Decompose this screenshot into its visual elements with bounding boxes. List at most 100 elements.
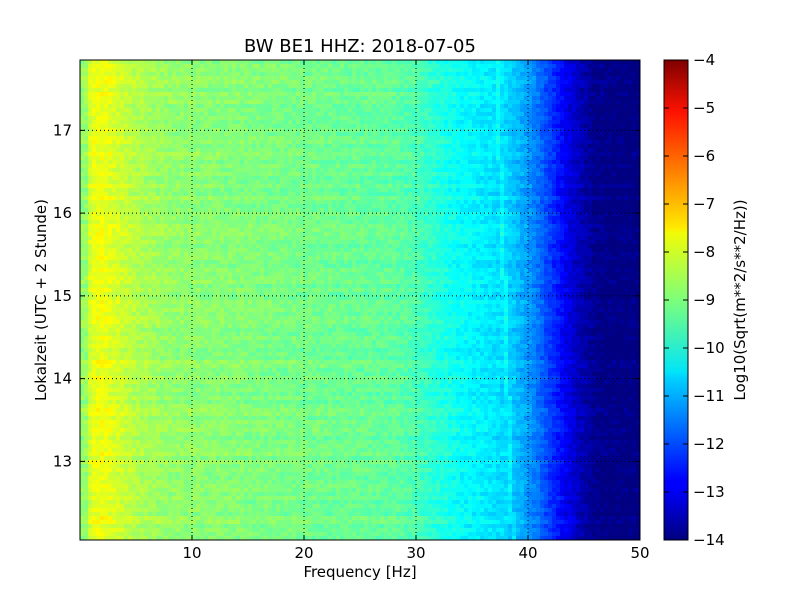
heatmap-cell	[352, 184, 357, 189]
heatmap-cell	[468, 76, 473, 81]
heatmap-cell	[416, 196, 421, 201]
heatmap-cell	[208, 172, 213, 177]
heatmap-cell	[156, 124, 161, 129]
heatmap-cell	[584, 144, 589, 149]
heatmap-cell	[244, 152, 249, 157]
heatmap-cell	[184, 152, 189, 157]
heatmap-cell	[480, 156, 485, 161]
heatmap-cell	[136, 164, 141, 169]
heatmap-cell	[84, 80, 89, 85]
heatmap-cell	[524, 164, 529, 169]
heatmap-cell	[516, 80, 521, 85]
heatmap-cell	[80, 108, 85, 113]
heatmap-cell	[192, 152, 197, 157]
heatmap-cell	[444, 68, 449, 73]
heatmap-cell	[188, 148, 193, 153]
heatmap-cell	[208, 180, 213, 185]
heatmap-cell	[524, 64, 529, 69]
heatmap-cell	[128, 156, 133, 161]
heatmap-cell	[172, 116, 177, 121]
heatmap-cell	[588, 144, 593, 149]
heatmap-cell	[604, 128, 609, 133]
heatmap-cell	[204, 116, 209, 121]
heatmap-cell	[464, 196, 469, 201]
heatmap-cell	[436, 184, 441, 189]
heatmap-cell	[256, 164, 261, 169]
heatmap-cell	[492, 92, 497, 97]
heatmap-cell	[284, 92, 289, 97]
heatmap-cell	[420, 164, 425, 169]
heatmap-cell	[100, 188, 105, 193]
heatmap-cell	[512, 152, 517, 157]
heatmap-cell	[464, 108, 469, 113]
heatmap-cell	[608, 192, 613, 197]
heatmap-cell	[388, 144, 393, 149]
heatmap-cell	[572, 116, 577, 121]
heatmap-cell	[212, 144, 217, 149]
heatmap-cell	[120, 140, 125, 145]
heatmap-cell	[564, 172, 569, 177]
heatmap-cell	[180, 68, 185, 73]
heatmap-cell	[628, 144, 633, 149]
heatmap-cell	[592, 152, 597, 157]
heatmap-cell	[212, 64, 217, 69]
heatmap-cell	[268, 160, 273, 165]
heatmap-cell	[240, 132, 245, 137]
heatmap-cell	[216, 76, 221, 81]
heatmap-cell	[140, 188, 145, 193]
heatmap-cell	[512, 168, 517, 173]
heatmap-cell	[428, 96, 433, 101]
heatmap-cell	[288, 180, 293, 185]
heatmap-cell	[432, 164, 437, 169]
heatmap-cell	[408, 196, 413, 201]
heatmap-cell	[344, 192, 349, 197]
heatmap-cell	[540, 140, 545, 145]
heatmap-cell	[296, 196, 301, 201]
heatmap-cell	[160, 116, 165, 121]
heatmap-cell	[196, 76, 201, 81]
heatmap-cell	[504, 152, 509, 157]
heatmap-cell	[616, 128, 621, 133]
heatmap-cell	[208, 108, 213, 113]
heatmap-cell	[380, 192, 385, 197]
heatmap-cell	[568, 72, 573, 77]
heatmap-cell	[396, 104, 401, 109]
heatmap-cell	[384, 200, 389, 205]
heatmap-cell	[464, 152, 469, 157]
heatmap-cell	[296, 136, 301, 141]
heatmap-cell	[248, 172, 253, 177]
heatmap-cell	[548, 104, 553, 109]
heatmap-cell	[572, 64, 577, 69]
heatmap-cell	[524, 152, 529, 157]
heatmap-cell	[592, 164, 597, 169]
heatmap-cell	[444, 116, 449, 121]
heatmap-cell	[504, 164, 509, 169]
heatmap-cell	[432, 120, 437, 125]
heatmap-cell	[292, 120, 297, 125]
heatmap-cell	[372, 164, 377, 169]
heatmap-cell	[356, 152, 361, 157]
heatmap-cell	[244, 60, 249, 65]
heatmap-cell	[96, 200, 101, 205]
heatmap-cell	[140, 104, 145, 109]
heatmap-cell	[320, 112, 325, 117]
heatmap-cell	[136, 200, 141, 205]
heatmap-cell	[92, 136, 97, 141]
heatmap-cell	[156, 140, 161, 145]
heatmap-cell	[296, 88, 301, 93]
heatmap-cell	[304, 116, 309, 121]
heatmap-cell	[424, 184, 429, 189]
heatmap-cell	[396, 156, 401, 161]
heatmap-cell	[420, 192, 425, 197]
heatmap-cell	[536, 136, 541, 141]
heatmap-cell	[168, 112, 173, 117]
heatmap-cell	[572, 160, 577, 165]
heatmap-cell	[376, 140, 381, 145]
heatmap-cell	[480, 148, 485, 153]
heatmap-cell	[88, 136, 93, 141]
heatmap-cell	[544, 196, 549, 201]
heatmap-cell	[476, 104, 481, 109]
heatmap-cell	[188, 96, 193, 101]
heatmap-cell	[184, 196, 189, 201]
heatmap-cell	[272, 128, 277, 133]
